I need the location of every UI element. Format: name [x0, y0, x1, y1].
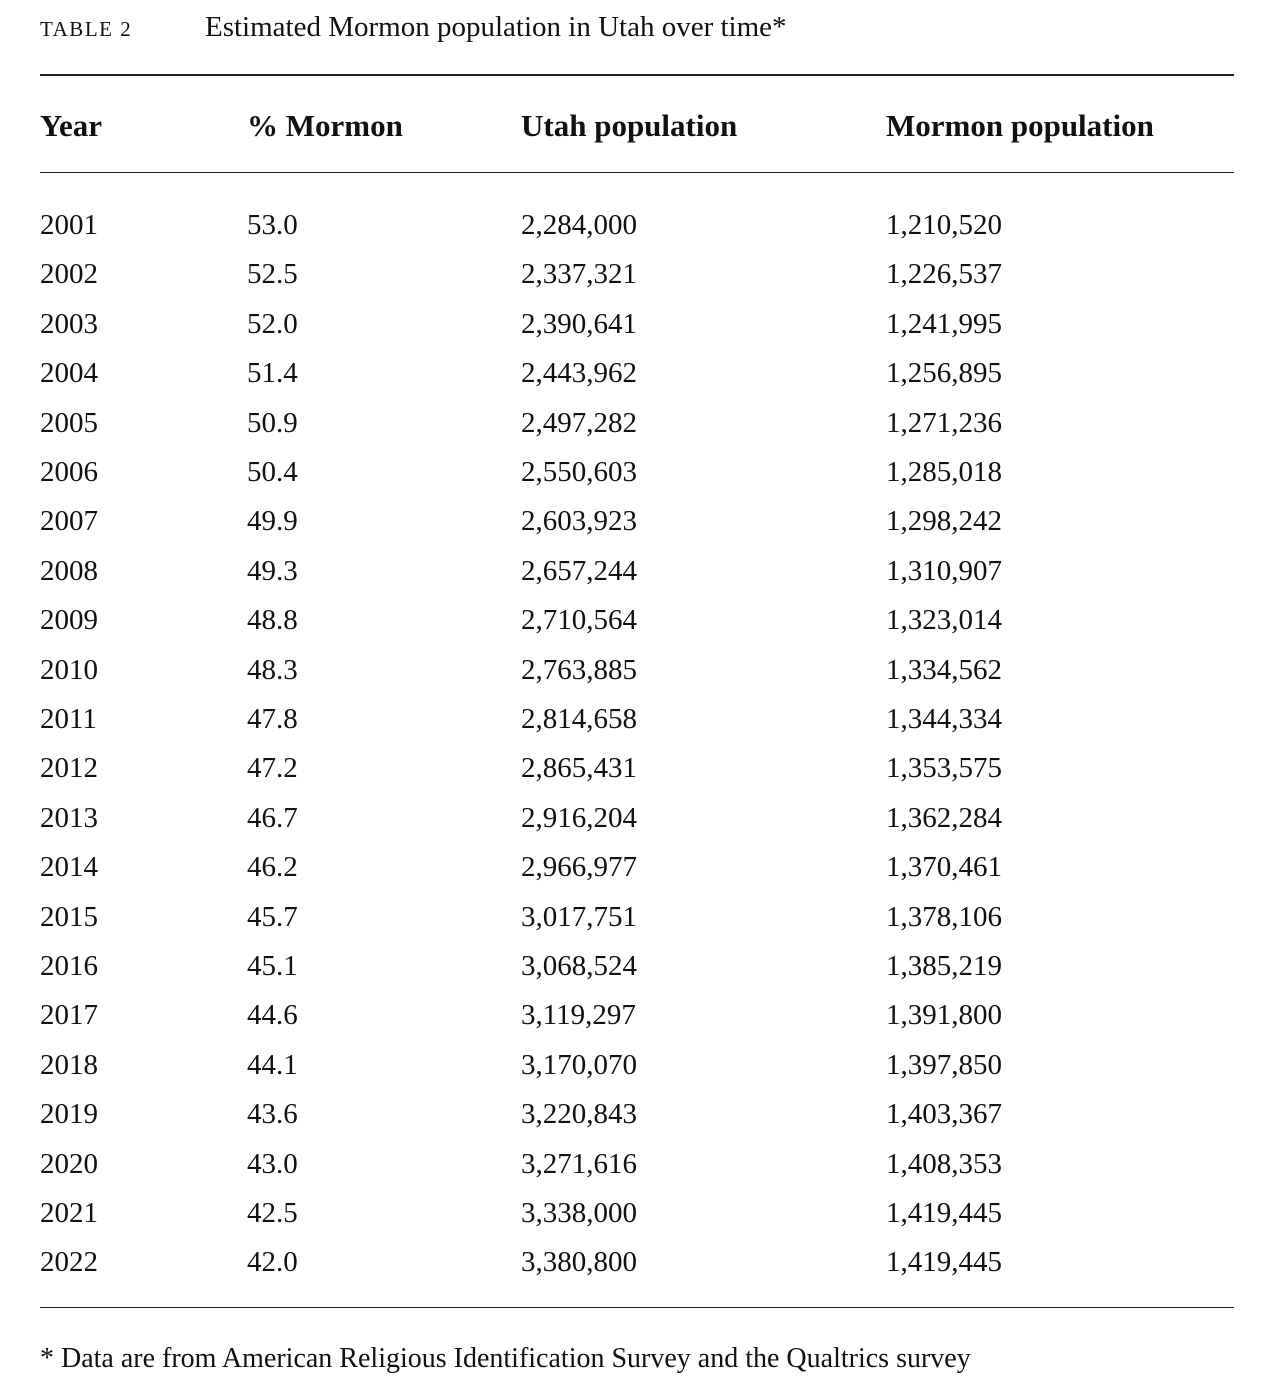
table-cell: 2014: [40, 851, 98, 884]
table-cell: 44.1: [247, 1048, 298, 1081]
table-title: Estimated Mormon population in Utah over…: [205, 11, 787, 43]
table-cell: 2017: [40, 999, 98, 1032]
table-cell: 51.4: [247, 357, 298, 390]
table-cell: 1,408,353: [886, 1147, 1002, 1180]
table-cell: 48.8: [247, 604, 298, 637]
table-cell: 2008: [40, 554, 98, 587]
table-cell: 2011: [40, 703, 97, 735]
table-cell: 2013: [40, 801, 98, 834]
table-cell: 2,966,977: [521, 851, 637, 884]
table-cell: 2,284,000: [521, 209, 637, 241]
table-cell: 46.2: [247, 851, 298, 884]
table-cell: 1,344,334: [886, 703, 1002, 735]
table-cell: 1,378,106: [886, 900, 1002, 933]
table-cell: 2,710,564: [521, 604, 637, 637]
table-cell: 2003: [40, 307, 98, 340]
table-label: TABLE 2: [40, 17, 133, 41]
table-cell: 2012: [40, 752, 98, 785]
table-cell: 49.9: [247, 505, 298, 538]
table-cell: 3,068,524: [521, 950, 637, 982]
table-cell: 2018: [40, 1048, 98, 1081]
table-cell: 3,220,843: [521, 1098, 637, 1131]
table-cell: 43.6: [247, 1098, 298, 1131]
table-cell: 1,226,537: [886, 258, 1002, 291]
table-cell: 1,353,575: [886, 752, 1002, 785]
top-rule: [40, 74, 1234, 76]
table-cell: 2010: [40, 653, 98, 686]
table-cell: 3,017,751: [521, 900, 637, 933]
table-cell: 2,337,321: [521, 258, 637, 291]
table-cell: 2001: [40, 209, 98, 241]
table-cell: 2,916,204: [521, 801, 637, 834]
column-header: Mormon population: [886, 108, 1154, 143]
table-cell: 1,298,242: [886, 505, 1002, 538]
table-cell: 1,419,445: [886, 1197, 1002, 1229]
column-header: Utah population: [521, 108, 738, 143]
table-cell: 2015: [40, 900, 98, 933]
table-cell: 1,362,284: [886, 801, 1002, 834]
bottom-rule: [40, 1307, 1234, 1308]
table-cell: 3,170,070: [521, 1048, 637, 1081]
table-cell: 42.5: [247, 1197, 298, 1229]
table-cell: 50.4: [247, 456, 298, 488]
table-cell: 2006: [40, 456, 98, 488]
table-cell: 45.1: [247, 950, 298, 982]
table-cell: 45.7: [247, 900, 298, 933]
table-cell: 1,385,219: [886, 950, 1002, 982]
table-cell: 2,814,658: [521, 703, 637, 735]
table-cell: 2005: [40, 406, 98, 439]
column-header: Year: [40, 108, 102, 143]
table-cell: 2,443,962: [521, 357, 637, 390]
table-cell: 52.5: [247, 258, 298, 291]
table-cell: 53.0: [247, 209, 298, 241]
table-cell: 49.3: [247, 554, 298, 587]
table-cell: 2016: [40, 950, 98, 982]
table-cell: 2007: [40, 505, 98, 538]
table-cell: 52.0: [247, 307, 298, 340]
table-cell: 47.2: [247, 752, 298, 785]
table-cell: 1,210,520: [886, 209, 1002, 241]
table-cell: 1,310,907: [886, 554, 1002, 587]
table-cell: 1,241,995: [886, 307, 1002, 340]
table-cell: 1,419,445: [886, 1246, 1002, 1279]
header-rule: [40, 172, 1234, 173]
table-cell: 2020: [40, 1147, 98, 1180]
table-cell: 1,403,367: [886, 1098, 1002, 1131]
table-cell: 2002: [40, 258, 98, 291]
table-cell: 3,338,000: [521, 1197, 637, 1229]
table-cell: 2,497,282: [521, 406, 637, 439]
table-cell: 43.0: [247, 1147, 298, 1180]
table-cell: 46.7: [247, 801, 298, 834]
table-cell: 1,334,562: [886, 653, 1002, 686]
table-cell: 1,391,800: [886, 999, 1002, 1032]
table-cell: 3,271,616: [521, 1147, 637, 1180]
table-cell: 1,323,014: [886, 604, 1002, 637]
table-cell: 1,285,018: [886, 456, 1002, 488]
table-cell: 2,603,923: [521, 505, 637, 538]
table-cell: 2,865,431: [521, 752, 637, 785]
table-cell: 3,380,800: [521, 1246, 637, 1279]
table-cell: 2009: [40, 604, 98, 637]
table-cell: 44.6: [247, 999, 298, 1032]
table-cell: 2019: [40, 1098, 98, 1131]
table-cell: 2,390,641: [521, 307, 637, 340]
table-cell: 42.0: [247, 1246, 298, 1279]
table-cell: 2004: [40, 357, 98, 390]
table-cell: 1,370,461: [886, 851, 1002, 884]
table-cell: 48.3: [247, 653, 298, 686]
table-cell: 2,550,603: [521, 456, 637, 488]
table-cell: 1,397,850: [886, 1048, 1002, 1081]
footnote: * Data are from American Religious Ident…: [40, 1343, 971, 1374]
table-cell: 1,271,236: [886, 406, 1002, 439]
table-cell: 1,256,895: [886, 357, 1002, 390]
table-cell: 2,763,885: [521, 653, 637, 686]
table-cell: 47.8: [247, 703, 298, 735]
table-cell: 3,119,297: [521, 999, 636, 1032]
table-cell: 2021: [40, 1197, 98, 1229]
table-cell: 2,657,244: [521, 554, 637, 587]
column-header: % Mormon: [247, 108, 403, 143]
table-cell: 2022: [40, 1246, 98, 1279]
table-cell: 50.9: [247, 406, 298, 439]
